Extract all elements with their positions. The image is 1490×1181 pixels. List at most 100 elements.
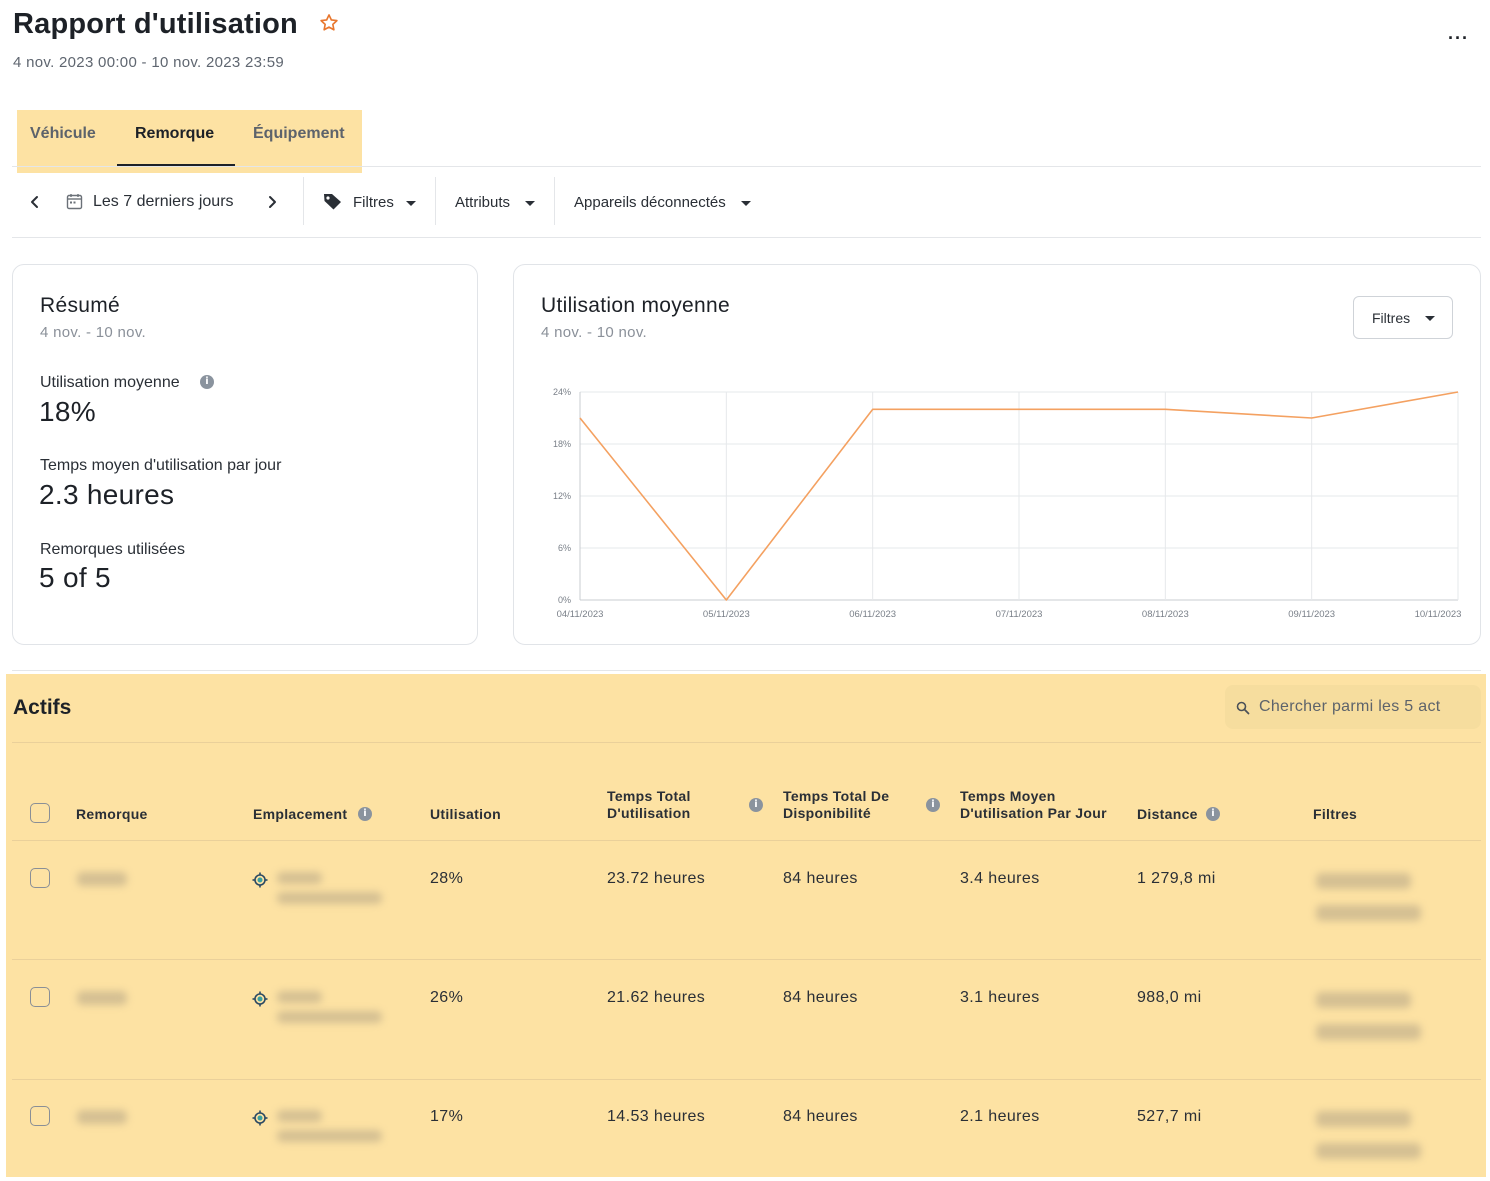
summary-subtitle: 4 nov. - 10 nov.: [40, 324, 146, 341]
cell-utilisation: 17%: [430, 1108, 464, 1125]
column-header-temps-total-disponibilite[interactable]: Temps Total De Disponibilité: [783, 788, 890, 821]
caret-down-icon: [406, 201, 416, 206]
column-header-emplacement[interactable]: Emplacement: [253, 806, 348, 822]
chart-title: Utilisation moyenne: [541, 294, 730, 317]
more-menu-button[interactable]: ···: [1448, 28, 1469, 48]
tab-remorque[interactable]: Remorque: [135, 125, 215, 142]
redacted-location-detail: [277, 1130, 382, 1142]
redacted-filter-tag: [1316, 992, 1411, 1008]
column-header-distance[interactable]: Distance: [1137, 806, 1198, 822]
redacted-location: [277, 991, 322, 1003]
redacted-location-detail: [277, 1011, 382, 1023]
chevron-right-icon[interactable]: [265, 195, 279, 209]
y-tick-label: 12%: [553, 491, 571, 501]
cell-temps-total: 21.62 heures: [607, 989, 706, 1006]
column-header-filtres[interactable]: Filtres: [1313, 806, 1358, 822]
info-icon[interactable]: i: [1206, 807, 1220, 821]
chart-card: [513, 264, 1481, 645]
row-checkbox[interactable]: [30, 987, 50, 1007]
cell-distance: 527,7 mi: [1137, 1108, 1202, 1125]
series-line: [579, 391, 1459, 601]
cell-temps-total: 14.53 heures: [607, 1108, 706, 1125]
location-target-icon[interactable]: [252, 872, 268, 888]
redacted-filter-tag: [1316, 1143, 1421, 1159]
tabs-highlight: [17, 110, 362, 173]
y-tick-label: 6%: [558, 543, 571, 553]
divider: [12, 166, 1481, 167]
cell-disponibilite: 84 heures: [783, 1108, 858, 1125]
column-header-remorque[interactable]: Remorque: [76, 806, 148, 822]
row-checkbox[interactable]: [30, 868, 50, 888]
chart-subtitle: 4 nov. - 10 nov.: [541, 324, 647, 341]
chevron-left-icon[interactable]: [28, 195, 42, 209]
redacted-filter-tag: [1316, 905, 1421, 921]
actifs-title: Actifs: [13, 696, 72, 719]
x-tick-label: 10/11/2023: [1415, 609, 1462, 620]
tab-vehicule[interactable]: Véhicule: [30, 125, 96, 142]
star-icon[interactable]: [318, 12, 340, 34]
redacted-trailer-name[interactable]: [77, 1110, 127, 1124]
disconnected-devices-dropdown[interactable]: Appareils déconnectés: [574, 194, 726, 211]
info-icon[interactable]: i: [749, 798, 763, 812]
toolbar-separator: [303, 177, 304, 225]
x-tick-label: 08/11/2023: [1142, 609, 1189, 620]
summary-title: Résumé: [40, 294, 120, 317]
location-target-icon[interactable]: [252, 1110, 268, 1126]
redacted-location: [277, 1110, 322, 1122]
x-tick-label: 09/11/2023: [1288, 609, 1335, 620]
location-target-icon[interactable]: [252, 991, 268, 1007]
report-date-range: 4 nov. 2023 00:00 - 10 nov. 2023 23:59: [13, 54, 285, 71]
select-all-checkbox[interactable]: [30, 803, 50, 823]
tag-icon: [324, 194, 341, 210]
divider: [12, 742, 1481, 743]
info-icon[interactable]: i: [358, 807, 372, 821]
info-icon[interactable]: i: [200, 375, 214, 389]
toolbar-separator: [554, 177, 555, 225]
y-tick-label: 0%: [558, 595, 571, 605]
attributes-dropdown[interactable]: Attributs: [455, 194, 511, 211]
column-header-utilisation[interactable]: Utilisation: [430, 806, 501, 822]
cell-temps-moyen: 3.1 heures: [960, 989, 1040, 1006]
actifs-highlight: [6, 674, 1486, 1177]
search-input[interactable]: Chercher parmi les 5 act: [1259, 698, 1441, 715]
redacted-trailer-name[interactable]: [77, 991, 127, 1005]
divider: [12, 840, 1481, 841]
column-header-temps-total-utilisation[interactable]: Temps Total D'utilisation: [607, 788, 691, 821]
summary-card: [12, 264, 478, 645]
chart-filters-button[interactable]: Filtres: [1353, 296, 1453, 339]
search-icon: [1236, 701, 1250, 715]
cell-utilisation: 26%: [430, 989, 464, 1006]
cell-disponibilite: 84 heures: [783, 989, 858, 1006]
assets-search[interactable]: Chercher parmi les 5 act: [1225, 685, 1481, 729]
y-tick-label: 24%: [553, 387, 571, 397]
redacted-location-detail: [277, 892, 382, 904]
x-tick-label: 06/11/2023: [849, 609, 896, 620]
utilisation-line-chart: 0% 6% 12% 18% 24% 04/11/2023 05/11/2023 06/11/2…: [553, 387, 1462, 620]
redacted-filter-tag: [1316, 1111, 1411, 1127]
tab-equipement[interactable]: Équipement: [253, 125, 345, 142]
active-tab-indicator: [117, 164, 235, 166]
column-header-temps-moyen[interactable]: Temps Moyen D'utilisation Par Jour: [960, 788, 1107, 821]
caret-down-icon: [1425, 316, 1435, 321]
redacted-filter-tag: [1316, 1024, 1421, 1040]
cell-disponibilite: 84 heures: [783, 870, 858, 887]
metric-value: 5 of 5: [39, 562, 111, 593]
caret-down-icon: [525, 201, 535, 206]
caret-down-icon: [741, 201, 751, 206]
x-tick-label: 04/11/2023: [557, 609, 604, 620]
redacted-trailer-name[interactable]: [77, 872, 127, 886]
row-checkbox[interactable]: [30, 1106, 50, 1126]
y-tick-label: 18%: [553, 439, 571, 449]
period-selector[interactable]: Les 7 derniers jours: [93, 193, 234, 210]
chart-filters-label: Filtres: [1372, 310, 1411, 326]
filters-dropdown[interactable]: Filtres: [353, 194, 394, 211]
cell-temps-moyen: 3.4 heures: [960, 870, 1040, 887]
toolbar-separator: [435, 177, 436, 225]
redacted-filter-tag: [1316, 873, 1411, 889]
metric-value: 18%: [39, 396, 96, 427]
cell-temps-total: 23.72 heures: [607, 870, 706, 887]
divider: [12, 237, 1481, 238]
metric-value: 2.3 heures: [39, 479, 175, 510]
metric-label: Remorques utilisées: [40, 541, 185, 558]
info-icon[interactable]: i: [926, 798, 940, 812]
